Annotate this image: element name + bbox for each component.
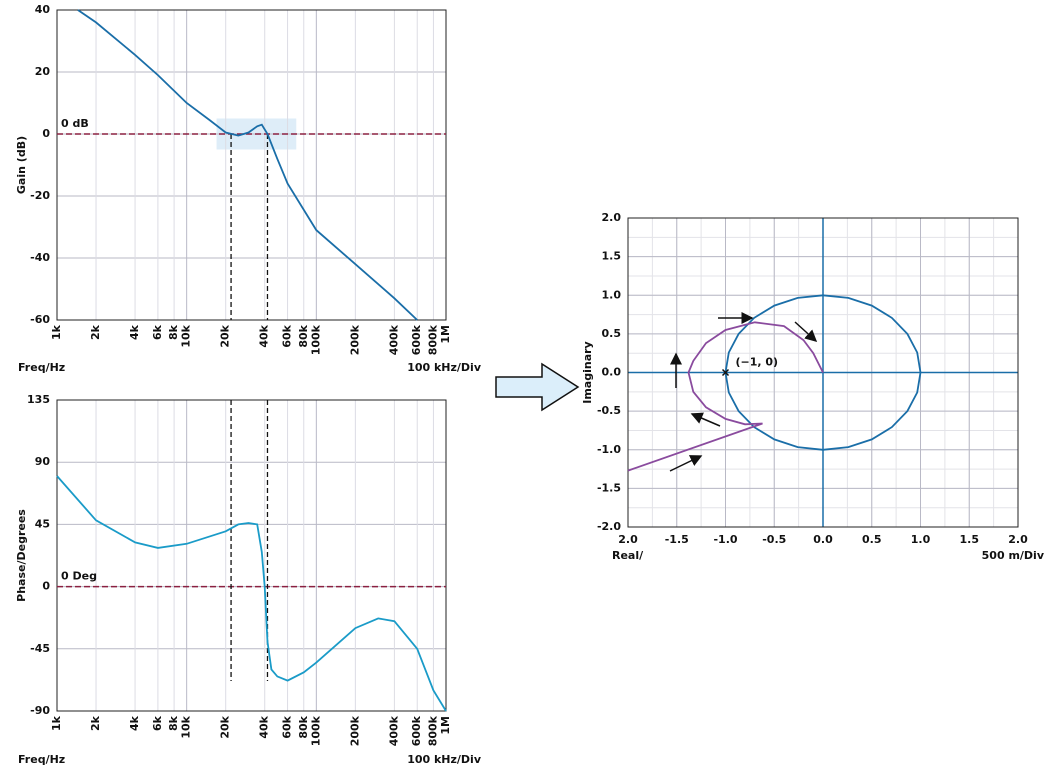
x-tick-label: 0.0 bbox=[813, 533, 833, 546]
x-tick-label: 1.5 bbox=[960, 533, 980, 546]
x-axis-label: Freq/Hz bbox=[18, 361, 65, 374]
plot-frame bbox=[56, 399, 447, 712]
plot-frame bbox=[627, 217, 1019, 528]
y-tick-label: -2.0 bbox=[597, 520, 621, 533]
x-tick-label: 10k bbox=[180, 324, 193, 347]
plot-area bbox=[57, 10, 446, 320]
y-axis-label: Gain (dB) bbox=[15, 136, 28, 194]
x-tick-label: -1.5 bbox=[665, 533, 689, 546]
x-tick-label: 2.0 bbox=[1008, 533, 1028, 546]
x-tick-label: 80k bbox=[297, 715, 310, 738]
x-tick-label: 80k bbox=[297, 324, 310, 347]
x-tick-label: -1.0 bbox=[713, 533, 737, 546]
x-tick-label: 10k bbox=[180, 715, 193, 738]
x-tick-label: 1k bbox=[50, 324, 63, 340]
plot-frame bbox=[56, 9, 447, 321]
direction-arrows bbox=[669, 312, 818, 472]
arrow bbox=[669, 455, 703, 472]
x-tick-label: 2k bbox=[89, 324, 102, 340]
x-tick-label: 6k bbox=[151, 715, 164, 731]
y-tick-label: 0.0 bbox=[602, 366, 622, 379]
x-tick-label: 100k bbox=[309, 324, 322, 355]
x-tick-label: 200k bbox=[348, 324, 361, 355]
y-tick-label: -20 bbox=[30, 189, 50, 202]
x-tick-label: 1M bbox=[439, 716, 452, 735]
y-tick-label: -45 bbox=[30, 642, 50, 655]
chart: -2.0 -1.5 -1.0 -0.5 0.0 0.5 1.0 1.5 2.0 2.0 -1.5 -1… bbox=[581, 211, 1045, 562]
y-tick-label: -1.0 bbox=[597, 443, 621, 456]
x-tick-label: 8k bbox=[167, 715, 180, 731]
series-line bbox=[77, 9, 418, 321]
y-tick-label: -40 bbox=[30, 251, 50, 264]
x-tick-label: 40k bbox=[258, 715, 271, 738]
series-line bbox=[627, 321, 824, 472]
series-line bbox=[56, 475, 447, 712]
x-tick-label: 2k bbox=[89, 715, 102, 731]
y-tick-label: 90 bbox=[35, 455, 51, 468]
y-tick-label: 20 bbox=[35, 65, 51, 78]
x-tick-label: 800k bbox=[426, 324, 439, 355]
y-axis-label: Phase/Degrees bbox=[15, 509, 28, 602]
annotation-label: (−1, 0) bbox=[736, 356, 779, 369]
x-tick-label: 600k bbox=[410, 324, 423, 355]
y-tick-label: 0 bbox=[42, 580, 50, 593]
x-tick-label: 600k bbox=[410, 715, 423, 746]
y-tick-label: -1.5 bbox=[597, 481, 621, 494]
x-axis-note: 100 kHz/Div bbox=[407, 753, 482, 766]
x-tick-label: 4k bbox=[128, 324, 141, 340]
x-tick-label: 8k bbox=[167, 324, 180, 340]
x-axis-note: 100 kHz/Div bbox=[407, 361, 482, 374]
x-tick-label: 0.5 bbox=[862, 533, 882, 546]
y-tick-label: 40 bbox=[35, 3, 51, 16]
x-tick-label: 200k bbox=[348, 715, 361, 746]
x-axis-label: Real/ bbox=[612, 549, 644, 562]
y-tick-label: 45 bbox=[35, 517, 50, 530]
x-tick-label: -0.5 bbox=[762, 533, 786, 546]
x-tick-label: 60k bbox=[281, 715, 294, 738]
x-tick-label: 400k bbox=[387, 715, 400, 746]
arrow bbox=[690, 412, 721, 427]
x-tick-label: 1.0 bbox=[911, 533, 931, 546]
x-tick-label: 1M bbox=[439, 325, 452, 344]
y-tick-label: -0.5 bbox=[597, 404, 621, 417]
x-tick-label: 1k bbox=[50, 715, 63, 731]
plot-area bbox=[57, 400, 446, 711]
y-tick-label: -90 bbox=[30, 704, 50, 717]
y-tick-label: 1.5 bbox=[602, 250, 622, 263]
x-tick-label: 6k bbox=[151, 324, 164, 340]
y-tick-label: -60 bbox=[30, 313, 50, 326]
point-marker bbox=[721, 368, 730, 377]
x-tick-label: 100k bbox=[309, 715, 322, 746]
y-tick-label: 1.0 bbox=[602, 288, 622, 301]
y-tick-label: 0.5 bbox=[602, 327, 622, 340]
x-axis-label: Freq/Hz bbox=[18, 753, 65, 766]
y-tick-label: 0 bbox=[42, 127, 50, 140]
y-tick-label: 135 bbox=[27, 393, 50, 406]
arrow bbox=[794, 321, 818, 343]
x-tick-label: 20k bbox=[219, 715, 232, 738]
x-tick-label: 60k bbox=[281, 324, 294, 347]
x-tick-label: 20k bbox=[219, 324, 232, 347]
reference-label: 0 Deg bbox=[61, 570, 97, 583]
transform-arrow bbox=[495, 362, 580, 412]
x-tick-label: 40k bbox=[258, 324, 271, 347]
x-tick-label: 4k bbox=[128, 715, 141, 731]
x-tick-label: 2.0 bbox=[618, 533, 638, 546]
x-tick-label: 800k bbox=[426, 715, 439, 746]
y-tick-label: 2.0 bbox=[602, 211, 622, 224]
x-tick-label: 400k bbox=[387, 324, 400, 355]
x-axis-note: 500 m/Div bbox=[982, 549, 1045, 562]
y-axis-label: Imaginary bbox=[581, 341, 594, 403]
reference-label: 0 dB bbox=[61, 117, 89, 130]
